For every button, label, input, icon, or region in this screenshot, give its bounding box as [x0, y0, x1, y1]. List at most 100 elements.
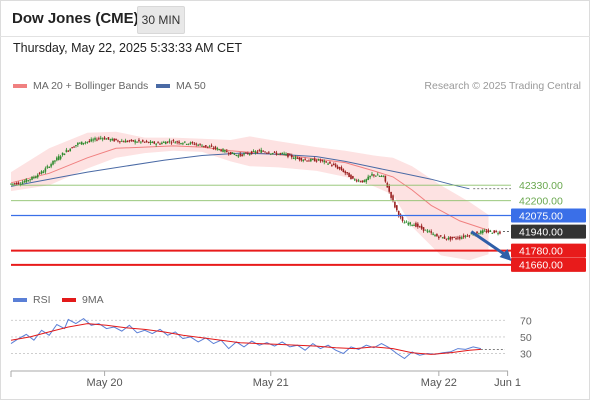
legend-ma50: MA 50 [156, 80, 206, 92]
candle-body [342, 169, 345, 173]
candle-body [491, 232, 494, 234]
candle-body [325, 161, 327, 163]
candle-body [298, 157, 301, 160]
candle-body [441, 237, 444, 239]
candle-body [237, 155, 240, 157]
candle-body [424, 229, 427, 231]
candle-body [86, 141, 89, 143]
candle-body [457, 237, 459, 239]
candle-body [245, 152, 247, 154]
candle-body [289, 153, 291, 155]
candle-body [92, 139, 94, 141]
candle-body [308, 160, 310, 162]
level-label-41940.00: 41940.00 [519, 226, 563, 238]
candle-body [296, 157, 299, 159]
candle-body [319, 160, 322, 162]
candle-body [10, 183, 12, 185]
candle-body [266, 152, 268, 154]
candle-body [378, 175, 381, 177]
candle-body [287, 153, 289, 157]
legend-rsi-label: RSI [33, 294, 51, 306]
candle-body [101, 138, 104, 140]
candle-body [197, 144, 199, 146]
candle-body [182, 143, 184, 145]
candle-body [420, 225, 423, 229]
candle-body [29, 179, 31, 181]
candle-body [355, 180, 358, 182]
candle-body [172, 140, 175, 142]
candle-body [94, 137, 96, 140]
candle-body [480, 230, 482, 234]
candle-body [268, 152, 270, 154]
candle-body [84, 142, 87, 144]
candle-body [145, 141, 148, 143]
candle-body [75, 144, 77, 147]
candle-body [283, 153, 285, 155]
timeframe-button[interactable]: 30 MIN [137, 6, 185, 34]
candle-body [229, 151, 232, 155]
candle-body [120, 140, 123, 142]
candle-body [235, 154, 238, 156]
legend-9ma-label: 9MA [82, 294, 104, 306]
forecast-arrow-shaft [470, 230, 507, 257]
candle-body [260, 149, 263, 153]
candle-body [210, 145, 213, 147]
candle-body [157, 142, 159, 144]
candle-body [290, 155, 293, 158]
candle-body [103, 137, 106, 140]
candle-body [140, 141, 142, 143]
candle-body [394, 201, 396, 208]
candle-body [90, 139, 93, 142]
candle-body [331, 165, 333, 167]
candle-body [193, 143, 196, 145]
candle-body [73, 146, 75, 148]
candle-body [357, 180, 360, 182]
candle-body [390, 191, 392, 198]
candle-body [180, 143, 182, 145]
candle-body [464, 235, 467, 237]
candle-body [275, 152, 278, 155]
candle-body [67, 150, 70, 152]
candle-body [460, 237, 463, 239]
candle-body [413, 224, 415, 226]
candles-group [10, 135, 501, 242]
candle-body [27, 180, 29, 182]
candle-body [203, 145, 205, 147]
x-tick-label-Jun 1: Jun 1 [494, 377, 521, 389]
candle-body [216, 148, 219, 150]
candle-body [373, 174, 375, 176]
candle-body [397, 211, 400, 216]
candle-body [478, 233, 480, 235]
legend-ma20: MA 20 + Bollinger Bands [13, 80, 148, 92]
candle-body [205, 145, 207, 147]
legend-ma20-swatch [13, 84, 27, 89]
candle-body [241, 154, 243, 157]
level-label-bg-41780.00 [511, 243, 586, 258]
level-label-42330.00: 42330.00 [519, 180, 563, 192]
candle-body [35, 176, 37, 179]
forecast-arrow-head [499, 248, 512, 261]
candle-body [187, 143, 190, 145]
candle-body [220, 149, 222, 152]
candle-body [191, 141, 194, 144]
instrument-title: Dow Jones (CME) [12, 10, 139, 27]
chart-datetime: Thursday, May 22, 2025 5:33:33 AM CET [13, 41, 243, 55]
candle-body [361, 180, 364, 183]
candle-body [292, 158, 295, 160]
candle-body [61, 152, 64, 155]
candle-body [252, 150, 255, 152]
candle-body [436, 233, 438, 237]
candle-body [495, 230, 497, 232]
candle-body [247, 153, 249, 155]
candle-body [212, 148, 215, 150]
candle-body [411, 224, 413, 226]
candle-body [279, 153, 282, 155]
candle-body [348, 172, 350, 177]
candle-body [472, 234, 475, 236]
candle-body [313, 158, 316, 162]
candle-body [12, 183, 14, 185]
candle-body [407, 223, 410, 225]
candle-body [52, 160, 54, 165]
candle-body [113, 138, 115, 142]
